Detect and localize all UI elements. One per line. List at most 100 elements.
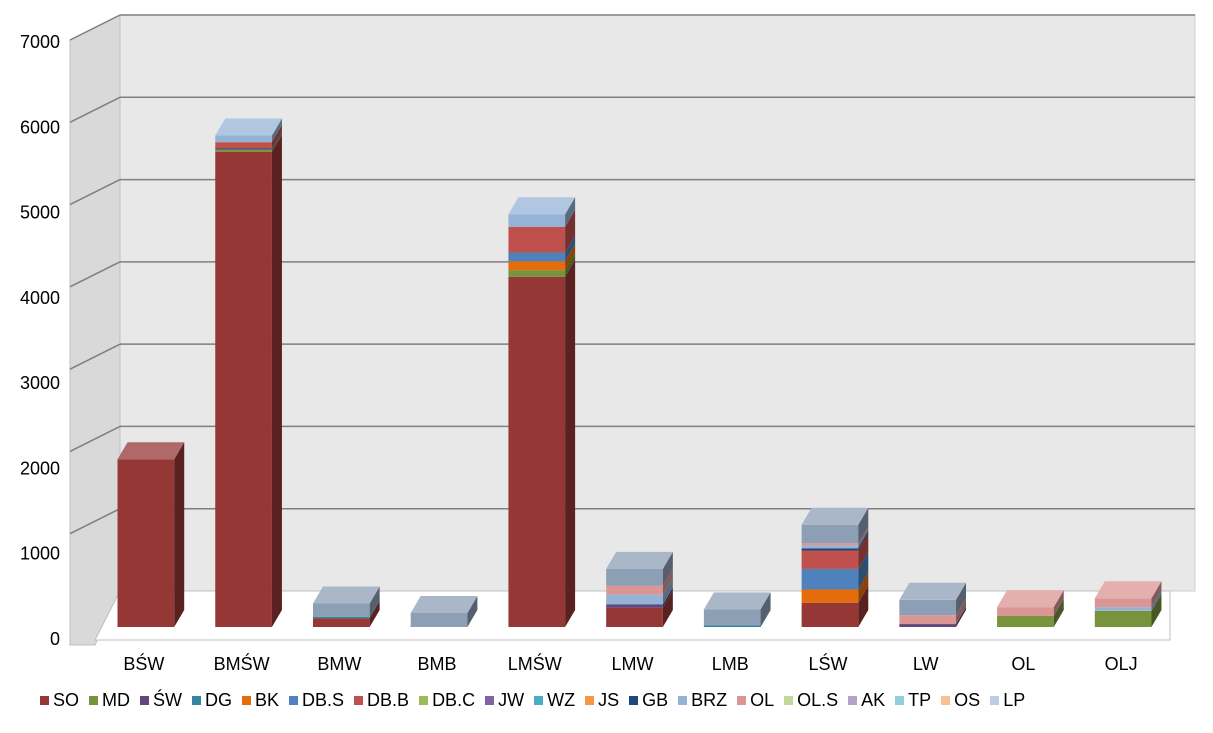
bar-segment: [801, 550, 859, 569]
x-category-label: BŚW: [123, 653, 164, 674]
bar-segment: [606, 604, 663, 608]
gridline-side: [69, 261, 121, 288]
legend-swatch: [242, 696, 252, 705]
legend-swatch: [629, 696, 639, 705]
bar-segment: [410, 613, 468, 627]
legend-label: AK: [861, 690, 886, 710]
legend-item: DB.S: [289, 690, 344, 711]
legend-item: DB.C: [419, 690, 475, 711]
bar-top: [801, 507, 869, 525]
bar-top: [312, 586, 380, 604]
legend-item: BK: [242, 690, 279, 711]
bar-segment: [997, 615, 1054, 627]
legend-label: TP: [908, 690, 932, 710]
bar-segment-side: [369, 599, 380, 619]
legend-label: JW: [498, 690, 525, 710]
legend-swatch: [140, 696, 150, 705]
bar-segment-side: [1151, 593, 1162, 627]
legend-swatch: [678, 696, 688, 705]
gridline-side: [69, 425, 121, 453]
bar-segment: [508, 214, 566, 227]
legend-item: DB.B: [354, 690, 409, 711]
bar-segment: [899, 599, 957, 616]
gridline-side: [69, 178, 121, 206]
bar-segment: [1094, 610, 1152, 627]
bar-segment: [801, 568, 859, 590]
bar-top: [215, 118, 282, 136]
bar-stack: [508, 197, 576, 627]
x-category-label: BMŚW: [214, 653, 270, 674]
x-category-label: OLJ: [1105, 654, 1138, 674]
bar-top: [508, 197, 576, 215]
bar-segment: [899, 615, 957, 625]
bar-segment: [606, 568, 663, 586]
legend-swatch: [895, 696, 905, 705]
legend-label: BK: [255, 690, 280, 710]
bar-segment: [215, 151, 272, 627]
legend-swatch: [419, 696, 429, 705]
bar-top: [117, 442, 185, 460]
bar-segment-side: [369, 586, 380, 617]
legend-swatch: [485, 696, 495, 705]
bar-stacks: [117, 118, 1162, 627]
bar-segment-side: [565, 209, 576, 253]
legend-item: LP: [990, 690, 1025, 711]
chart-legend: SO MD ŚW DG BK DB.S DB.B DB.C JW WZ JS GB BRZ OL OL.S A…: [40, 690, 1213, 711]
legend-swatch: [784, 696, 794, 705]
legend-item: WZ: [534, 690, 575, 711]
legend-item: DG: [192, 690, 232, 711]
gridline-side: [69, 343, 121, 370]
bar-segment-side: [662, 587, 673, 608]
bar-segment: [801, 602, 859, 627]
bar-segment-side: [1151, 581, 1162, 608]
legend-item: GB: [629, 690, 668, 711]
bar-segment-side: [956, 607, 967, 627]
bar-segment-side: [174, 442, 185, 627]
bar-segment: [997, 607, 1054, 616]
bar-segment: [801, 545, 859, 549]
bar-segment: [1094, 598, 1152, 608]
x-category-label: LMB: [712, 654, 749, 674]
bar-segment-side: [956, 582, 967, 616]
legend-label: BRZ: [691, 690, 728, 710]
y-tick-label: 5000: [20, 203, 60, 223]
bar-segment-side: [565, 244, 576, 271]
x-category-label: LŚW: [808, 653, 847, 674]
bar-segment: [801, 548, 859, 551]
legend-label: DB.C: [432, 690, 476, 710]
bar-segment-side: [565, 259, 576, 627]
bar-segment-side: [662, 551, 673, 586]
bar-segment-side: [467, 596, 478, 627]
x-axis-categories: BŚW BMŚW BMW BMB LMŚW LMW LMB LŚW LW OL OLJ: [123, 653, 1137, 674]
bar-segment-side: [662, 590, 673, 627]
legend-swatch: [89, 696, 99, 705]
legend-item: JS: [585, 690, 619, 711]
bar-segment: [215, 135, 272, 143]
legend-swatch: [585, 696, 595, 705]
stacked-3d-bar-chart: 0 1000 2000 3000 4000 5000 6000 7000 BŚW BMŚW BMW…: [20, 14, 1196, 674]
bar-stack: [1094, 581, 1162, 627]
legend-item: ŚW: [140, 690, 182, 711]
bar-segment-side: [858, 572, 869, 603]
legend-label: LP: [1003, 690, 1026, 710]
legend-label: DG: [205, 690, 233, 710]
bar-segment: [1094, 607, 1152, 611]
y-tick-label: 6000: [20, 117, 60, 137]
bar-segment-side: [858, 528, 869, 549]
gridline-side: [69, 96, 121, 123]
bar-segment-side: [369, 601, 380, 627]
legend-label: GB: [642, 690, 669, 710]
bar-stack: [801, 507, 869, 627]
bar-segment: [606, 585, 663, 595]
bar-stack: [215, 118, 282, 627]
legend-label: DB.B: [367, 690, 410, 710]
bar-segment: [508, 226, 566, 253]
legend-item: BRZ: [678, 690, 727, 711]
bar-segment-side: [271, 131, 282, 150]
legend-label: SO: [53, 690, 80, 710]
bar-top: [703, 592, 771, 610]
bar-segment-side: [858, 526, 869, 546]
y-tick-label: 7000: [20, 32, 60, 52]
bar-stack: [117, 442, 185, 627]
bar-stack: [410, 596, 478, 627]
